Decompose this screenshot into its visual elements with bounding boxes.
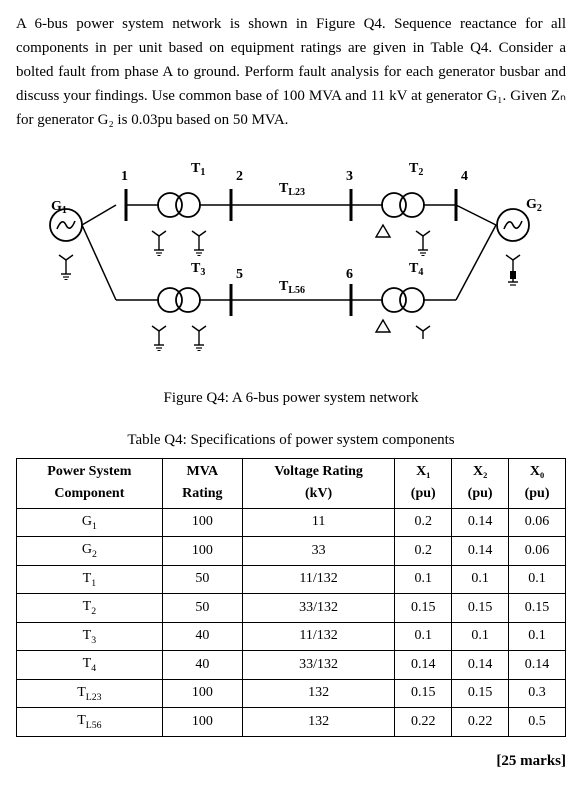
problem-statement: A 6-bus power system network is shown in… <box>16 12 566 132</box>
spec-table: Power SystemComponent MVARating Voltage … <box>16 458 566 737</box>
table-cell: 50 <box>162 594 242 622</box>
table-cell: 100 <box>162 679 242 707</box>
label-g2: G2 <box>526 197 542 214</box>
table-row: TL561001320.220.220.5 <box>17 708 566 736</box>
table-body: G1100110.20.140.06G2100330.20.140.06T150… <box>17 508 566 736</box>
label-bus3: 3 <box>346 169 353 184</box>
table-cell: TL23 <box>17 679 163 707</box>
table-cell: 0.14 <box>452 537 509 565</box>
table-cell: 100 <box>162 508 242 536</box>
table-cell: 0.14 <box>509 651 566 679</box>
table-cell: 0.1 <box>452 565 509 593</box>
table-cell: 100 <box>162 708 242 736</box>
table-cell: T2 <box>17 594 163 622</box>
table-cell: 0.5 <box>509 708 566 736</box>
table-cell: G1 <box>17 508 163 536</box>
table-cell: 0.15 <box>509 594 566 622</box>
table-cell: T1 <box>17 565 163 593</box>
table-cell: 11 <box>242 508 394 536</box>
table-cell: 40 <box>162 651 242 679</box>
table-cell: 0.1 <box>509 565 566 593</box>
table-cell: 0.15 <box>452 594 509 622</box>
table-cell: 0.15 <box>395 594 452 622</box>
label-tl23: TL23 <box>279 181 305 198</box>
table-cell: 0.1 <box>509 622 566 650</box>
label-tl56: TL56 <box>279 279 305 296</box>
col-component: Power SystemComponent <box>17 459 163 509</box>
table-cell: 0.2 <box>395 537 452 565</box>
label-bus2: 2 <box>236 169 243 184</box>
table-cell: G2 <box>17 537 163 565</box>
label-t1: T1 <box>191 161 205 178</box>
marks: [25 marks] <box>16 749 566 773</box>
figure-q4: G1 1 T1 2 TL23 3 T2 4 G2 T3 5 TL56 6 <box>16 150 566 378</box>
col-mva: MVARating <box>162 459 242 509</box>
label-bus6: 6 <box>346 267 353 282</box>
table-row: G1100110.20.140.06 <box>17 508 566 536</box>
col-x2: X₂(pu) <box>452 459 509 509</box>
table-row: T25033/1320.150.150.15 <box>17 594 566 622</box>
table-row: TL231001320.150.150.3 <box>17 679 566 707</box>
table-cell: 0.3 <box>509 679 566 707</box>
table-cell: 0.14 <box>452 508 509 536</box>
table-cell: T3 <box>17 622 163 650</box>
label-g1: G1 <box>51 199 67 216</box>
table-cell: 50 <box>162 565 242 593</box>
table-cell: 0.22 <box>395 708 452 736</box>
table-cell: 40 <box>162 622 242 650</box>
table-row: T34011/1320.10.10.1 <box>17 622 566 650</box>
table-cell: 0.15 <box>452 679 509 707</box>
table-cell: 0.1 <box>395 565 452 593</box>
table-cell: 33/132 <box>242 594 394 622</box>
table-header-row: Power SystemComponent MVARating Voltage … <box>17 459 566 509</box>
table-cell: 0.15 <box>395 679 452 707</box>
table-cell: 132 <box>242 708 394 736</box>
table-cell: TL56 <box>17 708 163 736</box>
table-cell: 0.14 <box>452 651 509 679</box>
table-cell: 11/132 <box>242 622 394 650</box>
table-cell: 0.14 <box>395 651 452 679</box>
label-t2: T2 <box>409 161 423 178</box>
table-cell: 11/132 <box>242 565 394 593</box>
table-cell: 0.2 <box>395 508 452 536</box>
table-cell: T4 <box>17 651 163 679</box>
table-cell: 33 <box>242 537 394 565</box>
label-t3: T3 <box>191 261 205 278</box>
col-x0: X₀(pu) <box>509 459 566 509</box>
table-row: T15011/1320.10.10.1 <box>17 565 566 593</box>
table-row: G2100330.20.140.06 <box>17 537 566 565</box>
label-bus4: 4 <box>461 169 468 184</box>
figure-caption: Figure Q4: A 6-bus power system network <box>16 386 566 410</box>
label-bus5: 5 <box>236 267 243 282</box>
table-row: T44033/1320.140.140.14 <box>17 651 566 679</box>
col-voltage: Voltage Rating(kV) <box>242 459 394 509</box>
table-cell: 0.1 <box>395 622 452 650</box>
label-bus1: 1 <box>121 169 128 184</box>
table-cell: 100 <box>162 537 242 565</box>
table-cell: 0.06 <box>509 537 566 565</box>
table-cell: 0.1 <box>452 622 509 650</box>
col-x1: X₁(pu) <box>395 459 452 509</box>
table-cell: 33/132 <box>242 651 394 679</box>
table-cell: 132 <box>242 679 394 707</box>
table-cell: 0.22 <box>452 708 509 736</box>
label-t4: T4 <box>409 261 423 278</box>
table-cell: 0.06 <box>509 508 566 536</box>
table-caption: Table Q4: Specifications of power system… <box>16 428 566 452</box>
